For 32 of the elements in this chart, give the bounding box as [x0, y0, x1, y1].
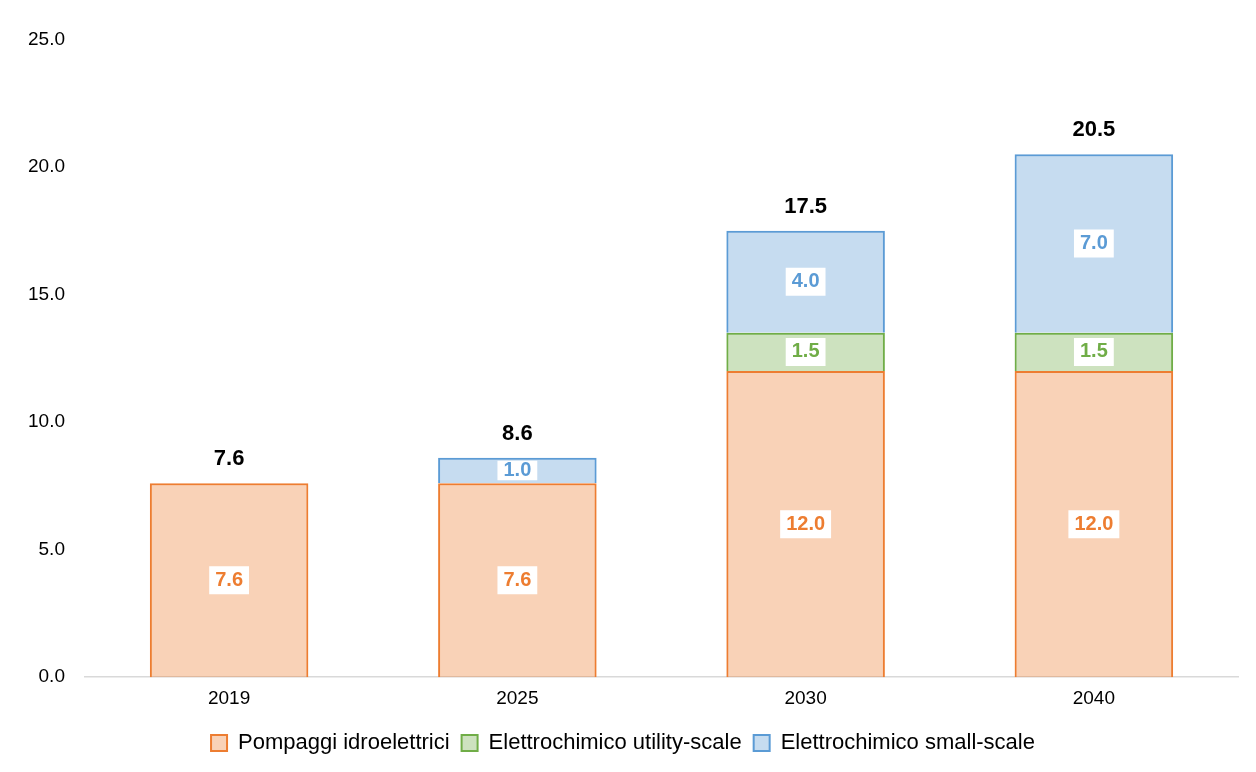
data-label: 4.0: [791, 269, 820, 292]
y-tick-label: 15.0: [28, 282, 65, 304]
x-tick-label: 2025: [496, 686, 539, 708]
bar: [1014, 154, 1174, 333]
y-tick-label: 5.0: [38, 537, 65, 559]
data-label: 1.0: [503, 458, 532, 481]
total-label: 17.5: [784, 192, 828, 218]
legend-label: Pompaggi idroelettrici: [238, 729, 450, 755]
total-label: 7.6: [213, 445, 245, 471]
bar: [149, 483, 309, 678]
bar: [726, 230, 885, 333]
data-label: 12.0: [786, 511, 826, 534]
data-label: 7.6: [215, 567, 244, 590]
x-tick-label: 2019: [207, 686, 251, 708]
bar: [726, 371, 885, 678]
data-label: 1.5: [791, 339, 820, 362]
bar: [438, 483, 597, 678]
data-label: 12.0: [1074, 511, 1114, 534]
data-label: 7.0: [1079, 231, 1108, 254]
y-tick-label: 0.0: [38, 665, 65, 687]
data-label: 1.5: [1079, 339, 1108, 362]
total-label: 8.6: [502, 419, 533, 445]
x-tick-label: 2030: [784, 686, 827, 708]
y-tick-label: 25.0: [28, 27, 65, 49]
y-tick-label: 10.0: [28, 410, 65, 432]
x-tick-label: 2040: [1072, 686, 1116, 708]
legend-label: Elettrochimico small-scale: [780, 729, 1035, 755]
data-label: 7.6: [503, 567, 532, 590]
total-label: 20.5: [1072, 116, 1116, 142]
y-tick-label: 20.0: [28, 155, 65, 177]
bar: [1014, 371, 1174, 678]
legend-label: Elettrochimico utility-scale: [488, 729, 742, 755]
